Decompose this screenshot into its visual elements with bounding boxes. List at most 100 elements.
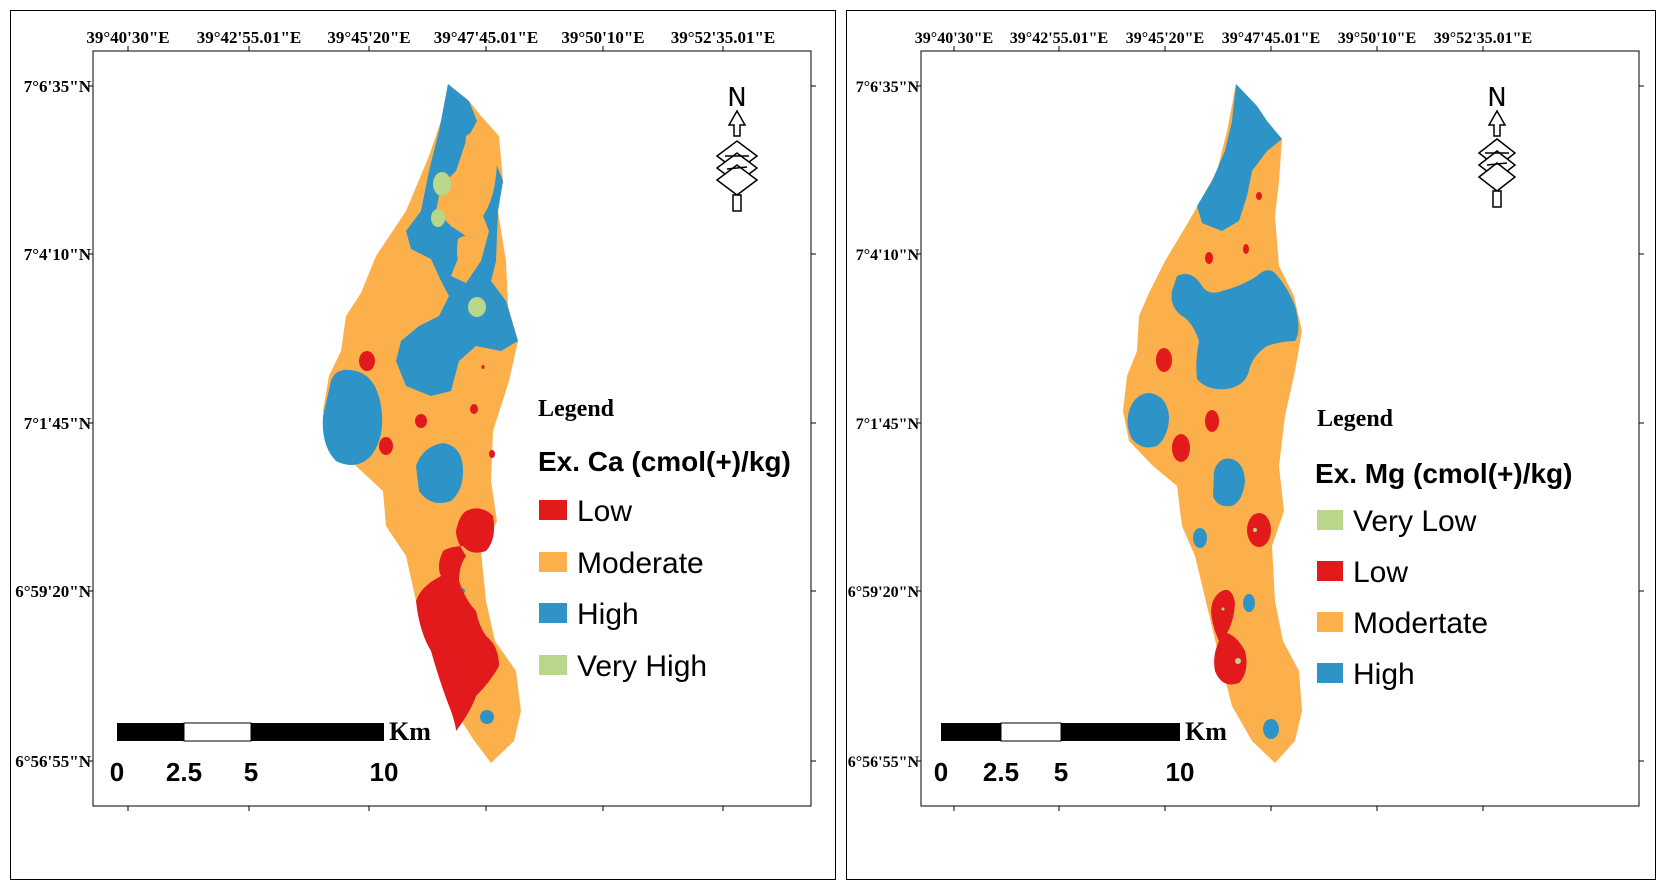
lon-label: 39°50'10"E	[561, 28, 644, 47]
mg-map-svg: 39°40'30"E 39°42'55.01"E 39°45'20"E 39°4…	[848, 30, 1644, 811]
mg-zone-low	[1156, 348, 1172, 372]
mg-zone-low	[1172, 434, 1190, 462]
legend-label: Moderate	[577, 547, 704, 580]
scale-tick: 2.5	[166, 757, 202, 787]
mg-zone-high	[1243, 594, 1255, 612]
legend-label: Low	[577, 495, 632, 528]
ca-zone-low	[470, 404, 478, 414]
mg-zone-very-low	[1221, 607, 1225, 611]
legend-label: Modertate	[1353, 607, 1488, 640]
lon-label: 39°40'30"E	[86, 28, 169, 47]
legend-swatch	[539, 603, 567, 623]
mg-legend: Legend Ex. Mg (cmol(+)/kg) Very Low Low …	[1315, 406, 1572, 691]
mg-zone-high	[1197, 84, 1282, 231]
ca-zone-high	[322, 369, 383, 465]
mg-zone-very-low	[1235, 658, 1241, 664]
graticule-ticks	[88, 46, 816, 811]
scale-tick: 10	[370, 757, 399, 787]
ca-zone-low	[379, 437, 393, 455]
legend-label: High	[577, 598, 639, 631]
ca-zone-moderate	[457, 235, 478, 269]
scale-tick: 5	[1054, 757, 1068, 787]
lat-label: 6°56'55"N	[848, 754, 920, 771]
lon-label: 39°40'30"E	[915, 30, 993, 47]
north-arrow-icon: N	[1477, 83, 1517, 208]
lon-label: 39°50'10"E	[1338, 30, 1416, 47]
scale-unit: Km	[389, 717, 431, 746]
north-label: N	[727, 83, 746, 113]
legend-swatch	[539, 655, 567, 675]
legend-heading: Legend	[1317, 406, 1394, 432]
lon-label: 39°52'35.01"E	[1434, 30, 1532, 47]
ca-zone-low	[481, 365, 485, 369]
mg-zone-low	[1256, 192, 1262, 200]
lon-label: 39°42'55.01"E	[1010, 30, 1108, 47]
mg-zone-high	[1193, 528, 1207, 548]
lon-label: 39°42'55.01"E	[197, 28, 302, 47]
mg-scale-bar: Km 0 2.5 5 10	[934, 717, 1227, 787]
mg-zone-very-low	[1253, 528, 1257, 532]
lat-label: 7°1'45"N	[856, 416, 920, 433]
mg-zone-high	[1127, 393, 1169, 448]
scale-tick: 0	[110, 757, 124, 787]
scale-tick: 10	[1166, 757, 1195, 787]
legend-label: Low	[1353, 556, 1408, 589]
legend-label: Very High	[577, 650, 707, 683]
lat-label: 6°59'20"N	[848, 584, 920, 601]
map-frame	[920, 50, 1640, 807]
lat-label: 6°59'20"N	[15, 582, 91, 601]
ca-zone-very-high	[431, 209, 445, 227]
ca-zone-high	[416, 443, 463, 504]
mg-zone-low	[1243, 244, 1249, 254]
ca-legend: Legend Ex. Ca (cmol(+)/kg) Low Moderate …	[538, 396, 791, 683]
map-frame	[92, 50, 812, 807]
lat-label: 7°6'35"N	[24, 77, 92, 96]
graticule-ticks	[916, 46, 1644, 811]
ca-zone-very-high	[433, 172, 451, 196]
lat-label: 7°4'10"N	[856, 247, 920, 264]
legend-swatch	[1317, 510, 1343, 530]
legend-swatch	[1317, 561, 1343, 581]
ca-zone-high	[480, 710, 494, 724]
mg-zone-high	[1263, 719, 1279, 739]
ca-zone-moderate	[465, 131, 497, 216]
ca-zone-low	[359, 351, 375, 371]
legend-label: High	[1353, 658, 1415, 691]
mg-map-panel: 39°40'30"E 39°42'55.01"E 39°45'20"E 39°4…	[846, 10, 1656, 880]
ca-map-svg: 39°40'30"E 39°42'55.01"E 39°45'20"E 39°4…	[15, 28, 816, 811]
mg-zone-low	[1205, 410, 1219, 432]
legend-title: Ex. Ca (cmol(+)/kg)	[538, 446, 791, 477]
legend-heading: Legend	[538, 396, 615, 422]
scale-unit: Km	[1185, 717, 1227, 746]
legend-label: Very Low	[1353, 505, 1477, 538]
lon-label: 39°47'45.01"E	[434, 28, 539, 47]
lon-label: 39°47'45.01"E	[1222, 30, 1320, 47]
mg-study-area	[1123, 84, 1302, 763]
ca-map-panel: 39°40'30"E 39°42'55.01"E 39°45'20"E 39°4…	[10, 10, 836, 880]
ca-zone-low	[489, 450, 495, 458]
lon-label: 39°52'35.01"E	[671, 28, 776, 47]
scale-tick: 5	[244, 757, 258, 787]
legend-swatch	[1317, 612, 1343, 632]
lon-label: 39°45'20"E	[327, 28, 410, 47]
ca-study-area	[322, 84, 521, 763]
scale-tick: 2.5	[983, 757, 1019, 787]
ca-zone-low	[415, 414, 427, 428]
mg-zone-high	[1171, 270, 1299, 390]
lon-label: 39°45'20"E	[1126, 30, 1204, 47]
ca-zone-very-high	[468, 297, 486, 317]
mg-zone-low	[1247, 513, 1271, 547]
lat-label: 6°56'55"N	[15, 752, 91, 771]
lat-label: 7°4'10"N	[24, 245, 92, 264]
north-label: N	[1487, 83, 1506, 113]
north-arrow-icon: N	[715, 83, 759, 212]
legend-swatch	[1317, 663, 1343, 683]
mg-zone-low	[1205, 252, 1213, 264]
scale-tick: 0	[934, 757, 948, 787]
legend-title: Ex. Mg (cmol(+)/kg)	[1315, 458, 1572, 489]
legend-swatch	[539, 552, 567, 572]
mg-zone-high	[1213, 458, 1245, 507]
legend-swatch	[539, 500, 567, 520]
ca-zone-low	[416, 508, 499, 731]
lat-label: 7°1'45"N	[24, 414, 92, 433]
